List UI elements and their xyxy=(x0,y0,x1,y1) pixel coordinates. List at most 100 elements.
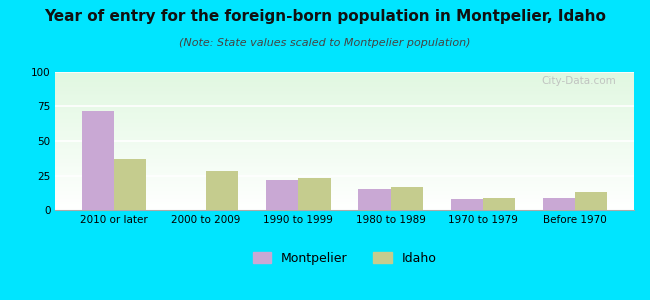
Bar xyxy=(55,198,634,199)
Bar xyxy=(298,178,331,210)
Bar xyxy=(55,206,634,207)
Bar xyxy=(55,187,634,188)
Bar xyxy=(55,177,634,178)
Bar xyxy=(358,189,391,210)
Bar xyxy=(55,104,634,105)
Bar xyxy=(55,131,634,133)
Bar xyxy=(55,82,634,83)
Bar xyxy=(206,171,239,210)
Bar xyxy=(55,123,634,124)
Bar xyxy=(55,127,634,129)
Bar xyxy=(55,83,634,84)
Bar xyxy=(55,199,634,200)
Bar xyxy=(55,144,634,145)
Bar xyxy=(55,208,634,210)
Bar xyxy=(55,138,634,140)
Bar xyxy=(575,192,608,210)
Bar xyxy=(55,94,634,95)
Bar xyxy=(391,187,423,210)
Bar xyxy=(55,202,634,203)
Bar xyxy=(55,93,634,94)
Bar xyxy=(55,119,634,120)
Bar xyxy=(55,200,634,202)
Bar xyxy=(55,170,634,171)
Bar xyxy=(55,130,634,131)
Bar xyxy=(55,129,634,130)
Bar xyxy=(55,126,634,127)
Bar xyxy=(55,151,634,152)
Bar xyxy=(55,142,634,144)
Bar xyxy=(55,137,634,138)
Bar xyxy=(55,160,634,162)
Bar xyxy=(55,106,634,108)
Bar xyxy=(55,88,634,90)
Legend: Montpelier, Idaho: Montpelier, Idaho xyxy=(248,247,441,270)
Bar xyxy=(55,109,634,111)
Bar xyxy=(55,84,634,86)
Bar xyxy=(55,108,634,109)
Bar xyxy=(55,155,634,156)
Bar xyxy=(55,122,634,123)
Bar xyxy=(55,141,634,142)
Bar xyxy=(114,159,146,210)
Bar xyxy=(55,166,634,167)
Bar xyxy=(55,134,634,136)
Bar xyxy=(55,115,634,116)
Bar xyxy=(483,198,515,210)
Bar xyxy=(55,163,634,164)
Bar xyxy=(55,111,634,112)
Bar xyxy=(55,72,634,74)
Bar xyxy=(55,77,634,79)
Bar xyxy=(266,180,298,210)
Bar xyxy=(55,102,634,104)
Bar xyxy=(55,191,634,192)
Bar xyxy=(55,185,634,187)
Text: (Note: State values scaled to Montpelier population): (Note: State values scaled to Montpelier… xyxy=(179,38,471,47)
Bar xyxy=(55,146,634,148)
Bar xyxy=(55,162,634,163)
Bar xyxy=(55,80,634,82)
Bar xyxy=(55,159,634,160)
Bar xyxy=(55,87,634,88)
Bar xyxy=(55,95,634,97)
Bar xyxy=(55,86,634,87)
Bar xyxy=(55,149,634,151)
Bar xyxy=(55,100,634,101)
Bar xyxy=(55,97,634,98)
Bar xyxy=(55,120,634,122)
Bar xyxy=(55,158,634,159)
Bar xyxy=(55,180,634,181)
Bar xyxy=(55,176,634,177)
Bar xyxy=(55,184,634,185)
Bar xyxy=(55,79,634,80)
Bar xyxy=(55,76,634,77)
Bar xyxy=(55,133,634,134)
Bar xyxy=(55,188,634,189)
Bar xyxy=(450,199,483,210)
Bar xyxy=(55,101,634,102)
Bar xyxy=(55,90,634,91)
Bar xyxy=(55,145,634,146)
Bar xyxy=(55,192,634,194)
Bar xyxy=(55,148,634,149)
Bar xyxy=(55,136,634,137)
Bar xyxy=(55,116,634,118)
Bar xyxy=(55,118,634,119)
Text: Year of entry for the foreign-born population in Montpelier, Idaho: Year of entry for the foreign-born popul… xyxy=(44,9,606,24)
Bar xyxy=(55,105,634,106)
Bar xyxy=(55,189,634,191)
Bar xyxy=(55,124,634,126)
Bar xyxy=(55,113,634,115)
Bar xyxy=(55,205,634,206)
Bar xyxy=(55,152,634,153)
Text: City-Data.com: City-Data.com xyxy=(541,76,616,86)
Bar xyxy=(55,140,634,141)
Bar xyxy=(543,198,575,210)
Bar xyxy=(55,164,634,166)
Bar xyxy=(55,75,634,76)
Bar xyxy=(55,207,634,208)
Bar xyxy=(55,182,634,184)
Bar xyxy=(55,178,634,180)
Bar xyxy=(55,173,634,174)
Bar xyxy=(55,167,634,169)
